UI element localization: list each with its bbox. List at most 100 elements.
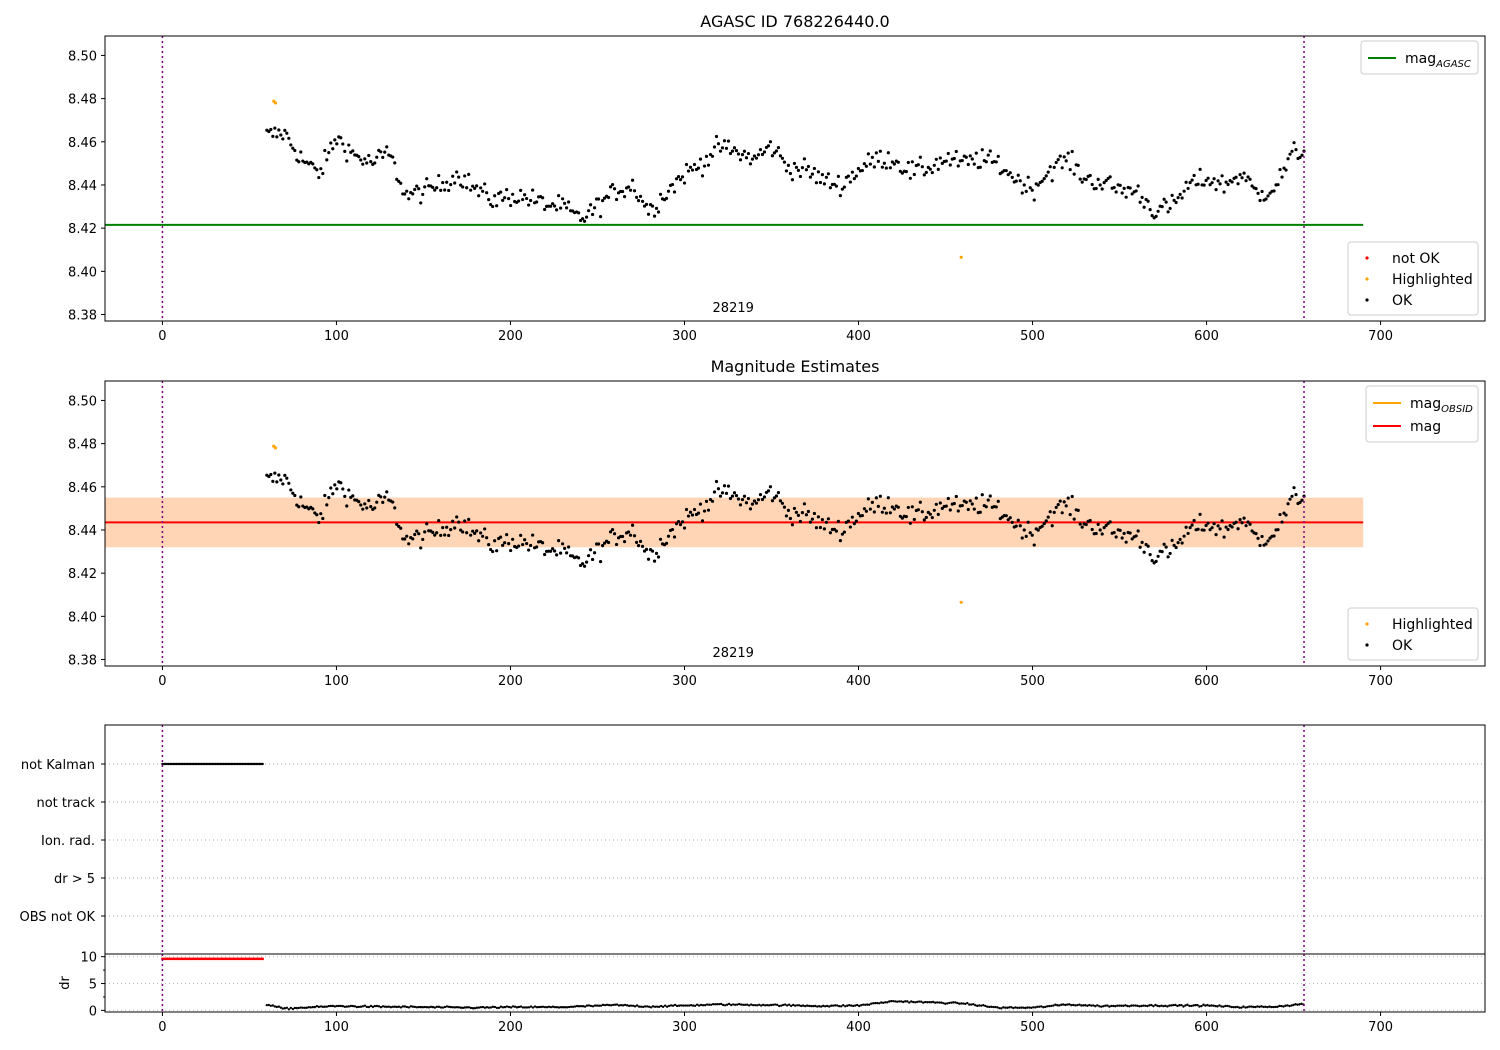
agasc-ok-point [1190, 178, 1194, 182]
mag-ok-point [738, 503, 743, 507]
dr-point [1046, 1005, 1049, 1008]
agasc-ok-point [576, 211, 581, 215]
dr-point [1226, 1004, 1229, 1008]
dr-point [978, 1004, 981, 1007]
dr-point [1160, 1004, 1163, 1007]
agasc-ok-point [365, 161, 369, 165]
agasc-ok-point [674, 177, 679, 181]
agasc-ok-point [784, 169, 789, 173]
dr-point [477, 1006, 481, 1009]
dr-point [439, 1006, 443, 1009]
mag-ok-point [838, 539, 842, 543]
dr-high-point [261, 957, 264, 961]
dr-point [387, 1005, 391, 1008]
mag-ok-point [1024, 534, 1028, 538]
dr-point [319, 1005, 323, 1008]
mag-ok-point [1016, 518, 1020, 522]
dr-point [1108, 1005, 1111, 1008]
mag-ok-point [1170, 538, 1174, 542]
mag-ok-point [980, 493, 984, 497]
dr-point [357, 1005, 361, 1009]
dr-point [1112, 1004, 1115, 1008]
dr-point [613, 1003, 617, 1006]
dr-xtick-label: 100 [324, 1020, 349, 1035]
mag-ok-point [1032, 543, 1036, 547]
mag-ok-point [285, 476, 289, 480]
mag-ok-point [1008, 516, 1012, 520]
dr-point [509, 1006, 513, 1009]
mag-ok-point [275, 480, 279, 484]
mag-ok-point [563, 546, 567, 551]
mag-ok-point [742, 494, 747, 498]
agasc-ok-point [666, 189, 671, 193]
mag-ok-point [752, 499, 757, 503]
agasc-ok-point [886, 151, 890, 155]
dr-point [811, 1004, 815, 1008]
mag-ok-point [774, 494, 779, 498]
mag-ok-point [796, 513, 801, 517]
mag-ok-point [357, 500, 361, 504]
agasc-ok-point [1288, 152, 1292, 156]
dr-point [289, 1006, 293, 1010]
mag-ok-point [473, 531, 477, 535]
mag-ok-point [878, 494, 882, 498]
dr-point [1252, 1005, 1255, 1009]
agasc-ok-point [451, 174, 455, 178]
dr-point [1210, 1004, 1213, 1007]
dr-point [501, 1006, 505, 1009]
dr-point [1220, 1005, 1223, 1008]
agasc-ok-point [1104, 178, 1108, 183]
mag-ok-point [1094, 531, 1098, 536]
agasc-ok-point [776, 146, 781, 150]
mag-ok-point [1248, 522, 1252, 526]
dr-point [1010, 1006, 1013, 1009]
dr-point [395, 1005, 399, 1009]
agasc-frame [104, 35, 1486, 322]
dr-point [942, 1001, 945, 1005]
mag-ok-point [383, 495, 387, 499]
mag-ok-point [938, 501, 942, 505]
mag-ok-point [790, 523, 795, 527]
dr-point [625, 1004, 629, 1007]
dr-point [601, 1003, 605, 1007]
agasc-ok-point [836, 174, 840, 179]
dr-point [968, 1003, 971, 1006]
agasc-xtick-label: 300 [672, 329, 697, 344]
agasc-ok-point [1064, 159, 1068, 163]
flag-marker [261, 762, 264, 766]
dr-point [299, 1006, 303, 1009]
dr-point [906, 1000, 909, 1003]
dr-point [809, 1004, 813, 1008]
dr-point [737, 1002, 741, 1006]
agasc-ok-point [1150, 214, 1154, 218]
mag-ok-point [1266, 539, 1270, 543]
dr-point [1074, 1004, 1077, 1007]
mag-ok-point [794, 510, 799, 514]
dr-point [673, 1003, 677, 1007]
dr-point [1212, 1004, 1215, 1007]
agasc-ok-point [1234, 175, 1238, 179]
dr-point [499, 1005, 503, 1008]
agasc-ok-point [375, 155, 379, 159]
dr-point [485, 1006, 489, 1009]
agasc-ok-point [1264, 197, 1268, 201]
dr-point [331, 1004, 335, 1008]
agasc-ok-point [842, 185, 846, 189]
dr-point [589, 1004, 593, 1008]
agasc-ok-point [471, 184, 475, 188]
dr-point [551, 1005, 555, 1008]
agasc-ok-point [634, 195, 639, 199]
agasc-ok-point [728, 151, 733, 156]
dr-point [763, 1004, 767, 1007]
mag-ok-point [559, 551, 563, 555]
agasc-ok-point [1280, 175, 1284, 179]
dr-point [755, 1004, 759, 1007]
dr-point [727, 1002, 731, 1006]
dr-point [850, 1004, 853, 1007]
agasc-ok-point [405, 189, 409, 193]
agasc-ok-point [960, 158, 964, 163]
mag-ok-point [744, 501, 749, 505]
dr-point [1280, 1004, 1283, 1008]
agasc-ok-point [425, 177, 429, 181]
mag-ok-point [1090, 527, 1094, 532]
